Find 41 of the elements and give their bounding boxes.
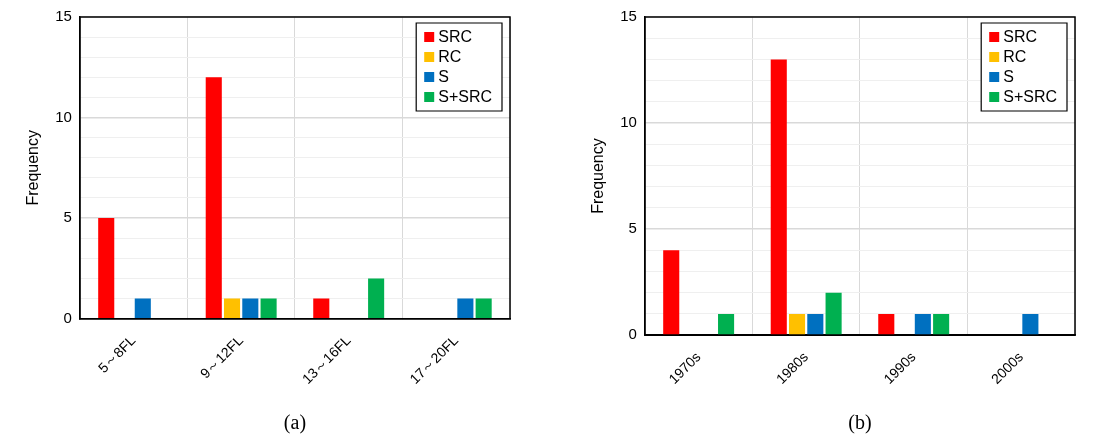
bar <box>475 298 492 318</box>
bar <box>368 278 385 318</box>
bar <box>457 298 474 318</box>
y-tick-label: 15 <box>55 7 72 25</box>
bar <box>663 250 680 335</box>
y-axis-title: Frequency <box>24 130 42 206</box>
bar <box>224 298 241 318</box>
y-tick-label: 10 <box>620 113 637 131</box>
bar <box>770 59 787 335</box>
y-tick-label: 10 <box>55 107 72 125</box>
legend-label: SRC <box>438 28 472 46</box>
x-tick-label: 5～8FL <box>94 331 139 376</box>
x-axis-title: (a) <box>283 411 307 435</box>
y-axis-title: Frequency <box>589 138 607 214</box>
legend-label: RC <box>1003 48 1027 66</box>
bar <box>242 298 259 318</box>
bar <box>789 313 806 335</box>
bar <box>933 313 950 335</box>
legend-label: SRC <box>1003 28 1037 46</box>
bar <box>313 298 330 318</box>
legend-label: S+SRC <box>1003 88 1057 106</box>
legend-label: S <box>1003 68 1014 86</box>
bar <box>825 292 842 335</box>
y-tick-label: 0 <box>628 325 637 343</box>
y-tick-label: 0 <box>63 308 72 326</box>
bar <box>98 218 115 318</box>
bar <box>878 313 895 335</box>
y-tick-label: 5 <box>628 219 637 237</box>
bar <box>205 77 222 318</box>
bar <box>914 313 931 335</box>
legend-label: RC <box>438 48 462 66</box>
bar <box>718 313 735 335</box>
bar <box>260 298 277 318</box>
bar <box>134 298 151 318</box>
y-tick-label: 5 <box>63 208 72 226</box>
x-axis-title: (b) <box>848 411 872 435</box>
y-tick-label: 15 <box>620 7 637 25</box>
legend-label: S <box>438 68 449 86</box>
bar <box>807 313 824 335</box>
bar <box>1022 313 1039 335</box>
legend-label: S+SRC <box>438 88 492 106</box>
